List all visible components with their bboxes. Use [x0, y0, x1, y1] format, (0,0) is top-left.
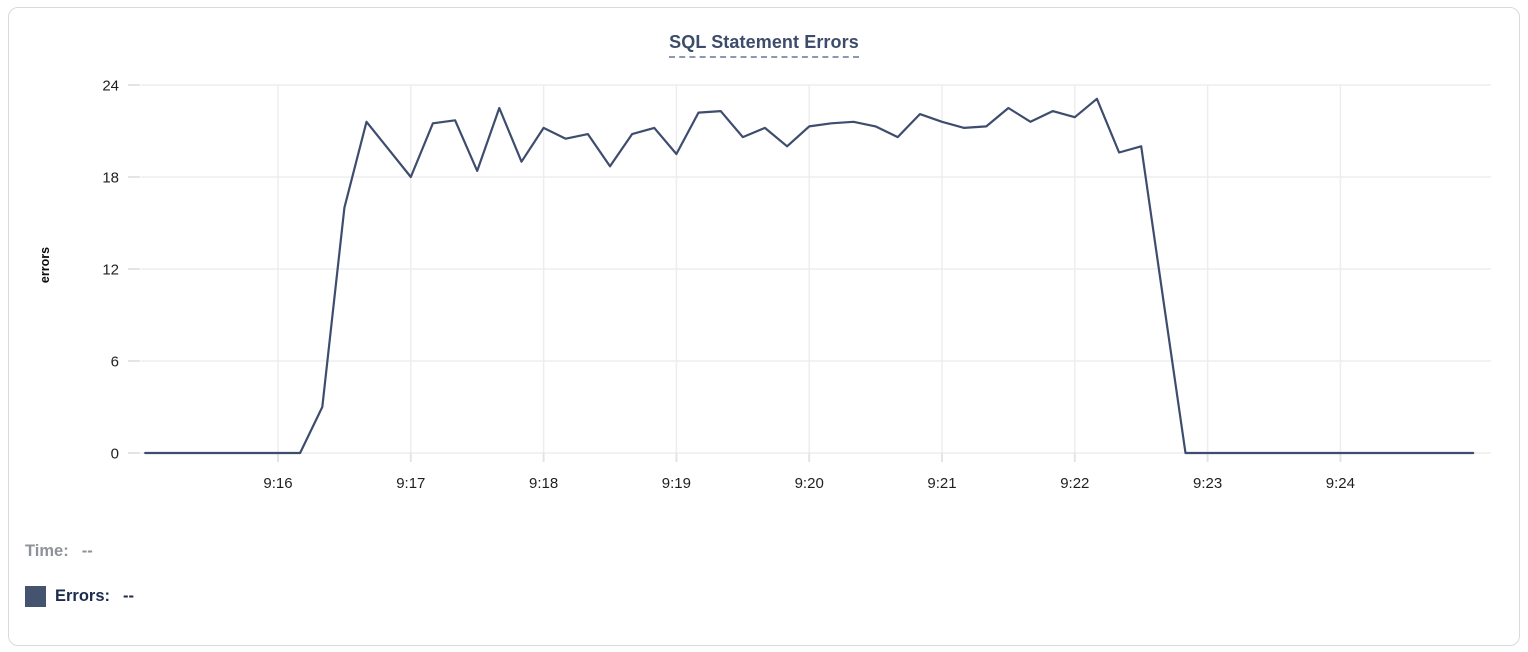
- chart-panel: SQL Statement Errors errors 0 6 12 18 24 9:16…: [8, 7, 1520, 646]
- x-tick-label: 9:18: [529, 475, 558, 492]
- errors-series-line: [144, 97, 1475, 455]
- y-tick-label: 6: [111, 354, 119, 371]
- chart-header: SQL Statement Errors: [9, 32, 1519, 58]
- legend-errors-label: Errors:: [55, 587, 111, 605]
- x-tick-label: 9:23: [1193, 475, 1222, 492]
- x-tick-label: 9:16: [263, 475, 292, 492]
- chart-title[interactable]: SQL Statement Errors: [669, 32, 859, 58]
- x-tick-label: 9:17: [396, 475, 425, 492]
- x-tick-label: 9:24: [1326, 475, 1355, 492]
- errors-series-swatch-icon: [25, 586, 46, 607]
- y-tick-label: 18: [102, 170, 119, 187]
- y-tick-label: 12: [102, 262, 119, 279]
- legend-errors-row[interactable]: Errors: --: [25, 586, 134, 607]
- y-tick-label: 0: [111, 446, 119, 463]
- y-tick-label: 24: [102, 78, 119, 95]
- tooltip-time-value: --: [81, 542, 93, 560]
- tooltip-errors-value: --: [123, 587, 135, 605]
- tooltip-time-row: Time: --: [25, 542, 93, 561]
- errors-line-chart[interactable]: 0 6 12 18 24 9:16 9:17 9:18 9:19 9:20 9:21 9:22 9:23…: [9, 8, 1518, 528]
- x-tick-label: 9:19: [662, 475, 691, 492]
- x-tick-label: 9:21: [927, 475, 956, 492]
- tooltip-time-label: Time:: [25, 542, 69, 560]
- x-tick-label: 9:20: [795, 475, 824, 492]
- x-tick-label: 9:22: [1060, 475, 1089, 492]
